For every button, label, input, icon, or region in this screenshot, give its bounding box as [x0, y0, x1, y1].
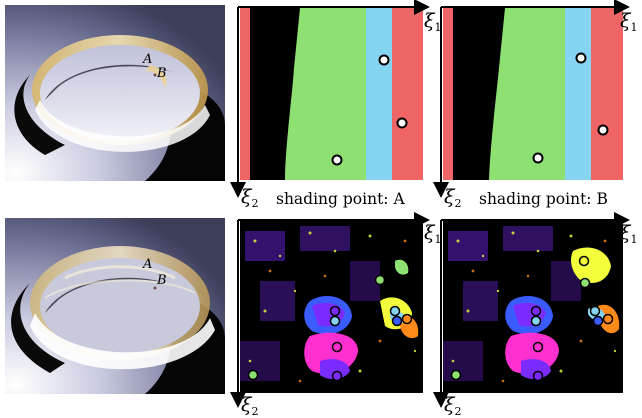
render-top-left: A B — [5, 5, 225, 181]
caption-shading-point-a: shading point: A — [276, 190, 405, 208]
xi1-label-top-b: ξ1 — [620, 10, 638, 34]
xi2-label-bottom-b: ξ2 — [444, 394, 462, 418]
render-bottom-left: A B — [5, 218, 225, 394]
map-top-b-image — [443, 8, 623, 180]
xi1-label-bottom-a: ξ1 — [424, 222, 442, 246]
map-top-b — [443, 8, 623, 180]
point-a-label-bottom: A — [143, 257, 153, 272]
xi1-label-bottom-b: ξ1 — [620, 222, 638, 246]
xi2-label-top-a: ξ2 — [241, 186, 259, 210]
caption-shading-point-b: shading point: B — [479, 190, 608, 208]
axes-top-b — [433, 0, 630, 198]
map-top-a — [240, 8, 423, 180]
map-bottom-b-image — [443, 221, 623, 393]
map-top-a-image — [240, 8, 423, 180]
xi2-label-bottom-a: ξ2 — [241, 394, 259, 418]
point-b-label-top: B — [157, 66, 167, 81]
point-a-label-top: A — [143, 52, 153, 67]
xi1-label-top-a: ξ1 — [424, 10, 442, 34]
render-top-left-image — [5, 5, 225, 181]
map-bottom-a — [240, 221, 423, 393]
xi2-label-top-b: ξ2 — [444, 186, 462, 210]
point-b-label-bottom: B — [157, 273, 167, 288]
map-bottom-a-image — [240, 221, 423, 393]
render-bottom-left-image — [5, 218, 225, 394]
axes-bottom-a — [230, 212, 430, 408]
axes-bottom-b — [433, 212, 630, 408]
axes-top-a — [230, 0, 430, 198]
map-bottom-b — [443, 221, 623, 393]
